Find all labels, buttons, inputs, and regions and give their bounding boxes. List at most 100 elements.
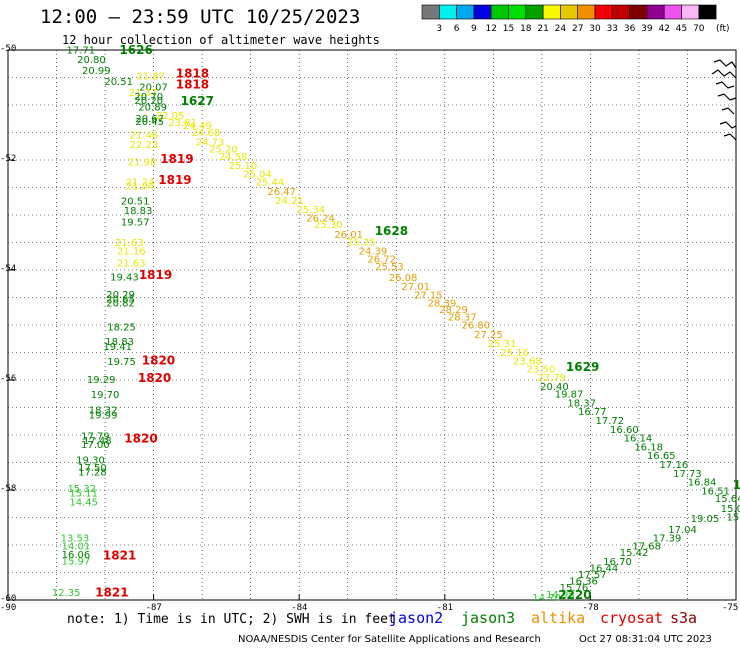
wave-height-value: 16.44 bbox=[590, 563, 619, 574]
wave-height-value: 22.23 bbox=[130, 140, 159, 151]
wave-height-value: 25.25 bbox=[347, 237, 376, 248]
generation-timestamp: Oct 27 08:31:04 UTC 2023 bbox=[579, 634, 712, 645]
wave-height-value: 15.76 bbox=[560, 583, 589, 594]
coastline bbox=[723, 133, 737, 141]
legend-label: 70 bbox=[693, 24, 705, 34]
wave-height-value: 20.45 bbox=[135, 117, 164, 128]
wave-height-value: 25.53 bbox=[375, 262, 404, 273]
wave-height-value: 18.25 bbox=[107, 323, 136, 334]
legend-label: 24 bbox=[555, 24, 567, 34]
lat-label: -54 bbox=[0, 264, 17, 274]
legend-label: 21 bbox=[537, 24, 548, 34]
wave-height-value: 15.42 bbox=[620, 548, 649, 559]
wave-height-value: 16.06 bbox=[62, 550, 91, 561]
track-time-label: 1818 bbox=[176, 67, 209, 81]
wave-height-value: 26.80 bbox=[462, 320, 491, 331]
wave-height-value: 19.70 bbox=[91, 390, 120, 401]
lat-label: -60 bbox=[0, 594, 17, 604]
track-time-label: 1819 bbox=[158, 173, 191, 187]
wave-height-value: 19.99 bbox=[89, 411, 118, 422]
lon-label: -78 bbox=[582, 603, 599, 613]
wave-height-value: 27.01 bbox=[401, 282, 430, 293]
track-time-label: 1820 bbox=[138, 371, 171, 385]
wave-height-value: 20.82 bbox=[106, 298, 135, 309]
lon-label: -75 bbox=[722, 603, 739, 613]
wave-height-value: 23.68 bbox=[513, 357, 542, 368]
coastline bbox=[719, 121, 737, 129]
wave-height-value: 24.49 bbox=[183, 121, 212, 132]
wave-height-value: 15.11 bbox=[69, 489, 98, 500]
coastline bbox=[717, 93, 737, 101]
wave-height-value: 14.01 bbox=[62, 541, 91, 552]
wave-height-value: 21.63 bbox=[115, 238, 144, 249]
wave-height-value: 25.16 bbox=[500, 348, 529, 359]
wave-height-value: 25.44 bbox=[256, 177, 285, 188]
satellite-cryosat: cryosat bbox=[600, 609, 664, 627]
wave-height-value: 14.95 bbox=[546, 590, 575, 601]
wave-height-value: 15.64 bbox=[715, 494, 740, 505]
legend-label: 45 bbox=[676, 24, 687, 34]
wave-height-value: 15.97 bbox=[62, 556, 91, 567]
track-time-label: 1821 bbox=[103, 548, 136, 562]
wave-height-value: 16.51 bbox=[701, 486, 730, 497]
wave-height-value: 20.65 bbox=[106, 294, 135, 305]
legend-label: 39 bbox=[641, 24, 653, 34]
wave-height-value: 18.83 bbox=[124, 206, 153, 217]
satellite-jason3: jason3 bbox=[461, 609, 516, 627]
wave-height-value: 20.51 bbox=[104, 77, 133, 88]
track-time-label: 1628 bbox=[375, 224, 408, 238]
wave-height-value: 21.63 bbox=[117, 259, 146, 270]
wave-height-value: 21.98 bbox=[128, 158, 157, 169]
wave-height-value: 24.58 bbox=[219, 152, 248, 163]
wave-height-value: 20.40 bbox=[540, 382, 569, 393]
wave-height-value: 25.20 bbox=[209, 144, 238, 155]
wave-height-value: 21.37 bbox=[129, 88, 158, 99]
lon-label: -90 bbox=[0, 603, 17, 613]
wave-height-value: 15.84 bbox=[727, 512, 740, 523]
legend-label: 18 bbox=[520, 24, 532, 34]
wave-height-value: 17.00 bbox=[81, 440, 110, 451]
wave-height-value: 23.81 bbox=[168, 118, 197, 129]
wave-height-value: 19.87 bbox=[555, 390, 584, 401]
map-subtitle: 12 hour collection of altimeter wave hei… bbox=[62, 33, 380, 47]
wave-height-value: 16.60 bbox=[610, 425, 639, 436]
coastline bbox=[711, 69, 737, 79]
wave-height-value: 17.28 bbox=[78, 468, 107, 479]
wave-height-value: 28.39 bbox=[428, 298, 457, 309]
wave-height-value: 20.51 bbox=[121, 197, 150, 208]
wave-height-value: 16.77 bbox=[578, 407, 607, 418]
wave-height-value: 17.04 bbox=[668, 525, 697, 536]
wave-height-value: 12.35 bbox=[52, 588, 81, 599]
track-time-label: 1626 bbox=[119, 43, 152, 57]
wave-height-value: 17.72 bbox=[595, 416, 624, 427]
wave-height-value: 19.57 bbox=[121, 217, 150, 228]
track-time-label: 2220 bbox=[558, 588, 591, 602]
wave-height-value: 17.57 bbox=[578, 570, 607, 581]
wave-height-value: 20.89 bbox=[138, 103, 167, 114]
track-time-label: 1820 bbox=[124, 432, 157, 446]
lat-label: -56 bbox=[0, 374, 17, 384]
legend-unit: (ft) bbox=[716, 24, 730, 34]
wave-height-value: 22.05 bbox=[156, 111, 185, 122]
wave-height-value: 26.47 bbox=[267, 187, 296, 198]
wave-height-value: 17.48 bbox=[83, 436, 112, 447]
coastline bbox=[713, 59, 737, 69]
legend-label: 42 bbox=[658, 24, 669, 34]
wave-height-value: 21.46 bbox=[130, 131, 159, 142]
wave-height-value: 23.50 bbox=[527, 364, 556, 375]
wave-height-value: 18.83 bbox=[105, 337, 134, 348]
lon-label: -81 bbox=[436, 603, 454, 613]
wave-height-value: 14.70 bbox=[532, 593, 561, 604]
track-time-label: 1819 bbox=[160, 152, 193, 166]
lon-label: -87 bbox=[145, 603, 162, 613]
wave-height-value: 17.16 bbox=[660, 460, 689, 471]
color-legend: 3 6 9 12 15 18 21 24 27 30 33 36 39 42 45 70 (ft) bbox=[421, 4, 730, 34]
wave-height-value: 19.41 bbox=[103, 342, 132, 353]
wave-height-value: 26.24 bbox=[306, 214, 335, 225]
wave-height-value: 28.29 bbox=[439, 305, 468, 316]
wave-height-value: 17.71 bbox=[66, 45, 95, 56]
wave-height-value: 16.18 bbox=[634, 442, 663, 453]
wave-height-value: 20.20 bbox=[134, 96, 163, 107]
wave-height-value: 16.14 bbox=[624, 434, 653, 445]
wave-height-value: 16.65 bbox=[647, 451, 676, 462]
